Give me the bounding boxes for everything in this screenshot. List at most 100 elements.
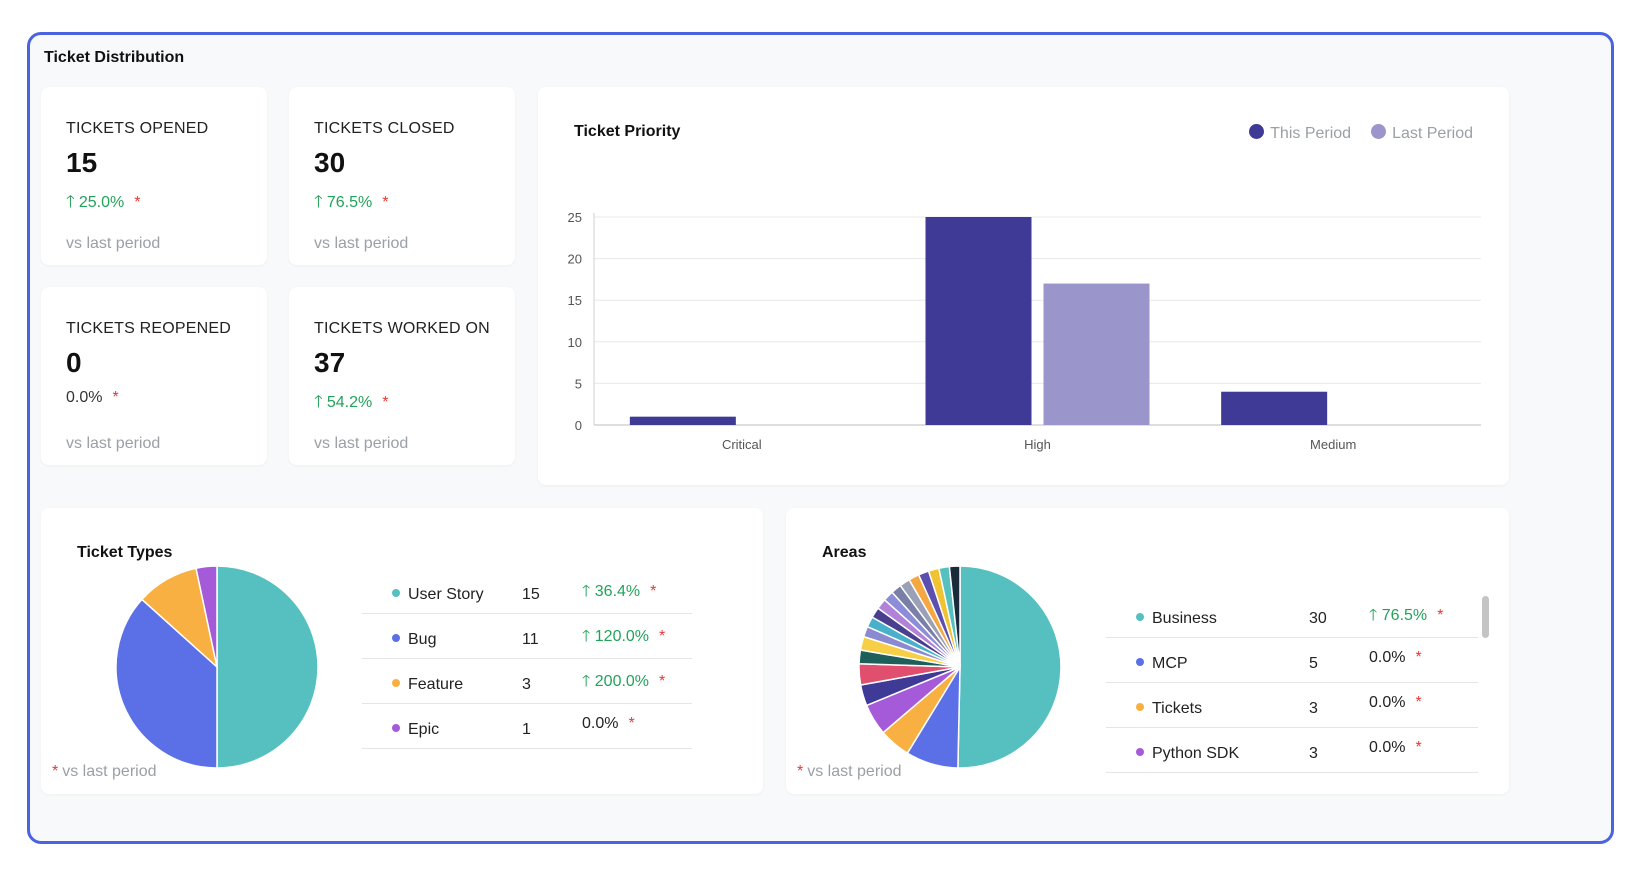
ticket-types-card: Ticket Types User Story 15 🡑 36.4% * Bug … bbox=[41, 508, 763, 794]
areas-slice bbox=[948, 565, 961, 668]
legend-item-last-period[interactable]: Last Period bbox=[1371, 124, 1473, 143]
chart-legend: This Period Last Period bbox=[1239, 124, 1473, 143]
bar-medium-this-period bbox=[1221, 391, 1328, 425]
stat-change: 🡑 25.0% * bbox=[66, 192, 141, 211]
stat-label: TICKETS WORKED ON bbox=[314, 320, 490, 337]
ticket-types-slice bbox=[216, 565, 319, 769]
stat-card-tickets-worked-on: TICKETS WORKED ON 37 🡑 54.2% * vs last per… bbox=[289, 287, 515, 465]
row-count: 15 bbox=[522, 586, 540, 603]
ticket-types-table: User Story 15 🡑 36.4% * Bug 11 🡑 120.0% * … bbox=[362, 568, 692, 758]
ticket-priority-card: Ticket Priority This Period Last Period … bbox=[538, 87, 1509, 485]
table-row[interactable]: Epic 1 0.0% * bbox=[362, 703, 692, 749]
stat-change: 🡑 54.2% * bbox=[314, 392, 389, 411]
row-count: 30 bbox=[1309, 610, 1327, 627]
arrow-up-icon: 🡑 bbox=[314, 192, 323, 211]
priority-bar-chart: 0 5 10 15 20 25 Critical High Medium bbox=[568, 210, 1481, 452]
footnote: * vs last period bbox=[797, 763, 902, 780]
y-tick-label: 20 bbox=[568, 252, 582, 267]
bar-high-last-period bbox=[1043, 283, 1150, 425]
row-change: 🡑 120.0% * bbox=[582, 628, 666, 645]
table-row[interactable]: Python SDK 3 0.0% * bbox=[1106, 727, 1478, 773]
row-change: 🡑 36.4% * bbox=[582, 583, 657, 600]
row-name: Feature bbox=[392, 676, 463, 694]
areas-table: Business 30 🡑 76.5% * MCP 5 0.0% * Tickets… bbox=[1106, 592, 1478, 782]
row-name: Python SDK bbox=[1136, 745, 1239, 763]
row-count: 3 bbox=[1309, 745, 1318, 762]
bar-critical-this-period bbox=[629, 416, 736, 425]
card-title: Ticket Priority bbox=[574, 123, 681, 140]
row-name: Tickets bbox=[1136, 700, 1202, 718]
table-row[interactable]: User Story 15 🡑 36.4% * bbox=[362, 568, 692, 614]
bullet-icon bbox=[392, 679, 400, 687]
arrow-up-icon: 🡑 bbox=[66, 192, 75, 211]
bullet-icon bbox=[1136, 748, 1144, 756]
row-count: 3 bbox=[1309, 700, 1318, 717]
arrow-up-icon: 🡑 bbox=[314, 392, 323, 411]
row-count: 11 bbox=[522, 631, 539, 648]
card-title: Areas bbox=[822, 544, 867, 561]
stat-card-tickets-reopened: TICKETS REOPENED 0 0.0% * vs last period bbox=[41, 287, 267, 465]
table-row[interactable]: MCP 5 0.0% * bbox=[1106, 637, 1478, 683]
stat-label: TICKETS OPENED bbox=[66, 120, 209, 137]
row-name: User Story bbox=[392, 586, 484, 604]
y-tick-label: 15 bbox=[568, 293, 582, 308]
stat-label: TICKETS REOPENED bbox=[66, 320, 232, 337]
arrow-up-icon: 🡑 bbox=[582, 628, 595, 645]
stat-value: 15 bbox=[66, 147, 98, 178]
section-title: Ticket Distribution bbox=[44, 49, 185, 66]
bar-high-this-period bbox=[925, 217, 1032, 425]
card-title: Ticket Types bbox=[77, 544, 173, 561]
y-tick-label: 5 bbox=[575, 376, 582, 391]
row-count: 1 bbox=[522, 721, 531, 738]
x-tick-label: Medium bbox=[1310, 437, 1356, 452]
ticket-types-slice bbox=[115, 598, 218, 769]
legend-item-this-period[interactable]: This Period bbox=[1249, 124, 1351, 143]
row-change: 🡑 76.5% * bbox=[1369, 607, 1444, 624]
table-row[interactable]: Business 30 🡑 76.5% * bbox=[1106, 592, 1478, 638]
y-tick-label: 25 bbox=[568, 210, 582, 225]
stat-sub: vs last period bbox=[314, 235, 409, 252]
areas-slice bbox=[957, 565, 1062, 769]
bullet-icon bbox=[1136, 613, 1144, 621]
arrow-up-icon: 🡑 bbox=[1369, 607, 1382, 624]
ticket-types-pie-chart bbox=[115, 565, 319, 769]
row-count: 5 bbox=[1309, 655, 1318, 672]
row-change: 0.0% * bbox=[1369, 739, 1422, 756]
stat-card-tickets-opened: TICKETS OPENED 15 🡑 25.0% * vs last period bbox=[41, 87, 267, 265]
bullet-icon bbox=[1136, 703, 1144, 711]
bullet-icon bbox=[392, 724, 400, 732]
areas-card: Areas Business 30 🡑 76.5% * MCP 5 0.0% * T… bbox=[786, 508, 1509, 794]
row-change: 0.0% * bbox=[1369, 649, 1422, 666]
row-name: Bug bbox=[392, 631, 436, 649]
ticket-types-slice bbox=[195, 565, 218, 668]
row-change: 0.0% * bbox=[582, 715, 635, 732]
row-change: 🡑 200.0% * bbox=[582, 673, 666, 690]
table-row[interactable]: Bug 11 🡑 120.0% * bbox=[362, 613, 692, 659]
scrollbar-thumb[interactable] bbox=[1482, 596, 1489, 638]
stat-change: 🡑 76.5% * bbox=[314, 192, 389, 211]
stat-sub: vs last period bbox=[66, 235, 161, 252]
row-name: Business bbox=[1136, 610, 1217, 628]
stat-card-tickets-closed: TICKETS CLOSED 30 🡑 76.5% * vs last period bbox=[289, 87, 515, 265]
table-row[interactable]: Feature 3 🡑 200.0% * bbox=[362, 658, 692, 704]
bullet-icon bbox=[392, 634, 400, 642]
row-name: MCP bbox=[1136, 655, 1188, 673]
row-change: 0.0% * bbox=[1369, 694, 1422, 711]
bullet-icon bbox=[392, 589, 400, 597]
row-name: Epic bbox=[392, 721, 439, 739]
stat-sub: vs last period bbox=[314, 435, 409, 452]
footnote: * vs last period bbox=[52, 763, 157, 780]
stat-label: TICKETS CLOSED bbox=[314, 120, 455, 137]
x-tick-label: High bbox=[1024, 437, 1051, 452]
row-count: 3 bbox=[522, 676, 531, 693]
arrow-up-icon: 🡑 bbox=[582, 673, 595, 690]
y-tick-label: 0 bbox=[575, 418, 582, 433]
table-row[interactable]: Tickets 3 0.0% * bbox=[1106, 682, 1478, 728]
stat-value: 30 bbox=[314, 147, 346, 178]
stat-value: 0 bbox=[66, 347, 82, 378]
bullet-icon bbox=[1136, 658, 1144, 666]
arrow-up-icon: 🡑 bbox=[582, 583, 595, 600]
ticket-distribution-panel: Ticket Distribution TICKETS OPENED 15 🡑 2… bbox=[27, 32, 1614, 844]
stat-change: 0.0% * bbox=[66, 389, 119, 406]
y-tick-label: 10 bbox=[568, 335, 582, 350]
